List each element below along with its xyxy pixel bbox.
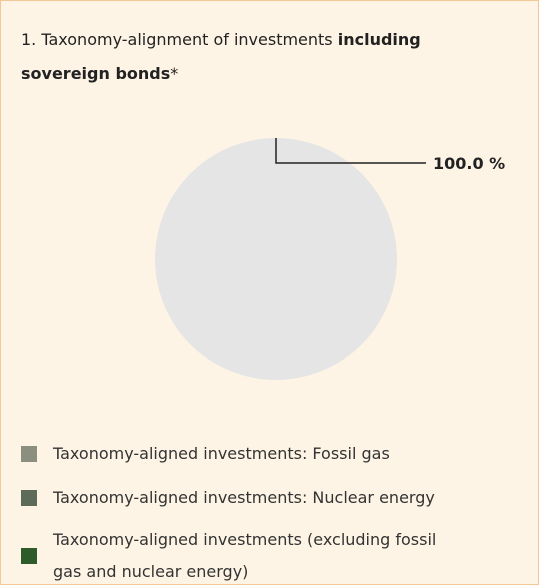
data-label: 100.0 % bbox=[433, 154, 505, 173]
legend-item: Taxonomy-aligned investments: Nuclear en… bbox=[21, 482, 461, 514]
title-run: 1. Taxonomy-alignment of investments bbox=[21, 30, 338, 49]
pie-slice bbox=[155, 138, 397, 380]
title-run: including sovereign bonds bbox=[21, 30, 421, 83]
legend-label: Taxonomy-aligned investments: Fossil gas bbox=[53, 444, 390, 463]
chart-title: 1. Taxonomy-alignment of investments inc… bbox=[21, 23, 501, 91]
legend-item: Taxonomy-aligned investments (excluding … bbox=[21, 524, 461, 584]
legend-label: Taxonomy-aligned investments (excluding … bbox=[53, 530, 437, 581]
legend-swatch bbox=[21, 490, 37, 506]
leader-line bbox=[275, 138, 426, 164]
legend-swatch bbox=[21, 548, 37, 564]
legend-swatch bbox=[21, 446, 37, 462]
legend-label: Taxonomy-aligned investments: Nuclear en… bbox=[53, 488, 435, 507]
title-run: * bbox=[170, 64, 179, 83]
legend-item: Taxonomy-aligned investments: Fossil gas bbox=[21, 438, 461, 470]
